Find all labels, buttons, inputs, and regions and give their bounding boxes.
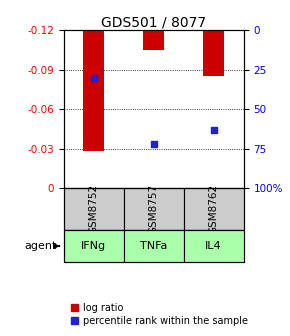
Text: agent: agent [24,241,57,251]
Bar [203,30,224,76]
Text: IFNg: IFNg [81,241,106,251]
Bar [184,188,244,230]
Point [151,141,156,146]
Title: GDS501 / 8077: GDS501 / 8077 [101,15,206,29]
Point [91,75,96,80]
Text: TNFa: TNFa [140,241,167,251]
Bar [64,230,124,262]
Legend: log ratio, percentile rank within the sample: log ratio, percentile rank within the sa… [69,301,250,328]
Text: GSM8757: GSM8757 [149,184,159,234]
Bar [83,30,104,151]
Text: GSM8762: GSM8762 [209,184,219,234]
Text: IL4: IL4 [205,241,222,251]
Bar [64,188,124,230]
Bar [124,230,184,262]
Point [211,127,216,132]
Bar [143,30,164,50]
Text: GSM8752: GSM8752 [89,184,99,234]
Bar [184,230,244,262]
Bar [124,188,184,230]
